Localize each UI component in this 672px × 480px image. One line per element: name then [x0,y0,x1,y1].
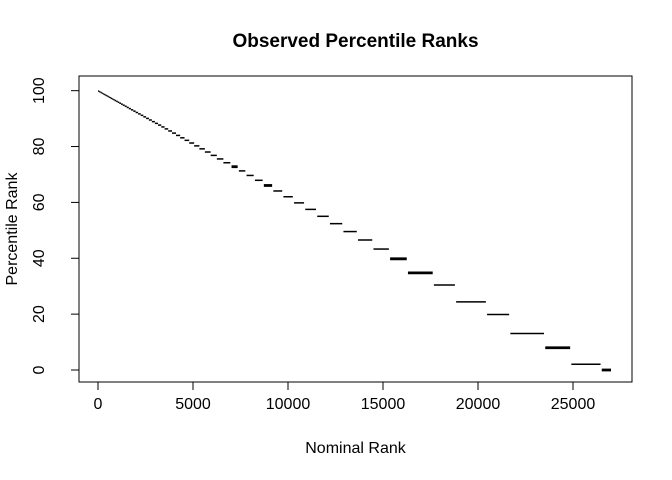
x-axis-tick-label: 10000 [266,396,311,413]
y-axis-tick-label: 40 [31,249,48,267]
x-axis-tick-label: 15000 [361,396,406,413]
plot-box [78,75,633,383]
x-axis-tick-label: 0 [94,396,103,413]
chart-title: Observed Percentile Ranks [232,31,479,52]
x-axis-tick-label: 5000 [175,396,211,413]
x-axis-label: Nominal Rank [305,440,406,457]
x-axis-tick-label: 20000 [456,396,501,413]
y-axis-tick-label: 0 [31,365,48,374]
y-axis-tick-label: 80 [31,138,48,156]
y-axis-label: Percentile Rank [4,172,21,286]
x-axis-tick-label: 25000 [551,396,596,413]
y-axis-tick-label: 20 [31,305,48,323]
y-axis-tick-label: 60 [31,193,48,211]
y-axis-tick-label: 100 [31,77,48,104]
